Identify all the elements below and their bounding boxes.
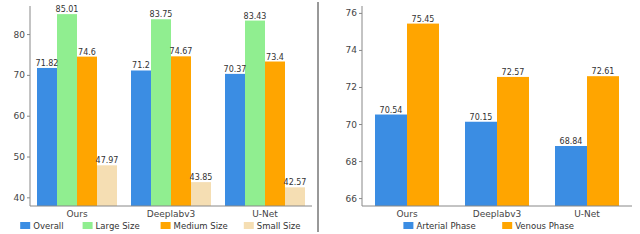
bar (497, 77, 529, 206)
bar (225, 74, 245, 206)
bar (57, 14, 77, 206)
tick-label: 66 (346, 194, 358, 204)
bar (77, 57, 97, 206)
data-label: 70.37 (224, 65, 247, 74)
tick-label: 72 (346, 82, 357, 92)
tick-label: 40 (14, 193, 26, 203)
bar (555, 146, 587, 206)
legend-swatch (20, 222, 30, 229)
divider (318, 2, 319, 232)
data-label: 68.84 (560, 137, 583, 146)
bar (375, 115, 407, 206)
x-axis (362, 206, 632, 207)
bar (131, 70, 151, 206)
data-label: 74.67 (170, 47, 193, 56)
category-label: Ours (66, 209, 87, 219)
bar (151, 19, 171, 206)
legend-swatch (83, 222, 93, 229)
category-label: Deeplabv3 (473, 209, 522, 219)
data-label: 75.45 (412, 15, 435, 24)
bars (37, 14, 305, 206)
root: 40 50 60 70 80 71.82 85.01 74.6 47.97 71.2 83.75 74… (0, 0, 640, 234)
data-label: 47.97 (96, 156, 119, 165)
category-label: Deeplabv3 (147, 209, 196, 219)
legend-label: Large Size (96, 221, 140, 231)
data-label: 83.43 (244, 12, 267, 21)
y-axis (362, 6, 363, 206)
tick-label: 80 (14, 30, 26, 40)
data-label: 43.85 (190, 173, 213, 182)
chart: 40 50 60 70 80 71.82 85.01 74.6 47.97 71.2 83.75 74… (14, 5, 312, 231)
data-label: 72.57 (502, 68, 525, 77)
tick-label: 76 (346, 8, 358, 18)
data-label: 42.57 (284, 178, 307, 187)
data-labels: 70.54 75.45 70.15 72.57 68.84 72.61 (380, 15, 615, 146)
bar (171, 56, 191, 206)
data-label: 71.82 (36, 59, 59, 68)
legend-label: Arterial Phase (416, 221, 475, 231)
legend: Overall Large Size Medium Size Small Size (20, 221, 300, 231)
bar (285, 187, 305, 206)
tick-label: 60 (14, 111, 26, 121)
data-label: 70.54 (380, 106, 403, 115)
bar (465, 122, 497, 206)
legend-label: Medium Size (174, 221, 228, 231)
legend-label: Overall (33, 221, 63, 231)
bar (245, 21, 265, 206)
legend-label: Small Size (257, 221, 301, 231)
bars (375, 24, 619, 206)
category-label: U-Net (252, 209, 278, 219)
tick-label: 70 (14, 70, 26, 80)
legend-swatch (502, 222, 512, 229)
data-label: 85.01 (56, 5, 79, 14)
data-label: 83.75 (150, 10, 173, 19)
figure: 40 50 60 70 80 71.82 85.01 74.6 47.97 71.2 83.75 74… (0, 0, 640, 234)
bar (191, 182, 211, 206)
bar (265, 62, 285, 206)
legend: Arterial Phase Venous Phase (403, 221, 574, 231)
bar (97, 165, 117, 206)
data-label: 70.15 (470, 113, 493, 122)
bar (587, 76, 619, 206)
legend-swatch (244, 222, 254, 229)
data-label: 73.4 (266, 53, 284, 62)
bar (407, 24, 439, 206)
chart: 66 68 70 72 74 76 70.54 75.45 70.15 72.57 68.84 72.… (346, 6, 632, 231)
x-axis (30, 206, 312, 207)
data-label: 74.6 (78, 48, 96, 57)
tick-label: 74 (346, 45, 358, 55)
legend-swatch (161, 222, 171, 229)
data-label: 72.61 (592, 67, 615, 76)
data-labels: 71.82 85.01 74.6 47.97 71.2 83.75 74.67 43.85 70… (36, 5, 307, 187)
category-label: Ours (396, 209, 417, 219)
tick-label: 50 (14, 152, 26, 162)
legend-label: Venous Phase (515, 221, 574, 231)
category-label: U-Net (574, 209, 600, 219)
tick-label: 68 (346, 157, 358, 167)
tick-label: 70 (346, 120, 358, 130)
data-label: 71.2 (132, 61, 150, 70)
legend-swatch (403, 222, 413, 229)
bar (37, 68, 57, 206)
y-axis (30, 6, 31, 206)
